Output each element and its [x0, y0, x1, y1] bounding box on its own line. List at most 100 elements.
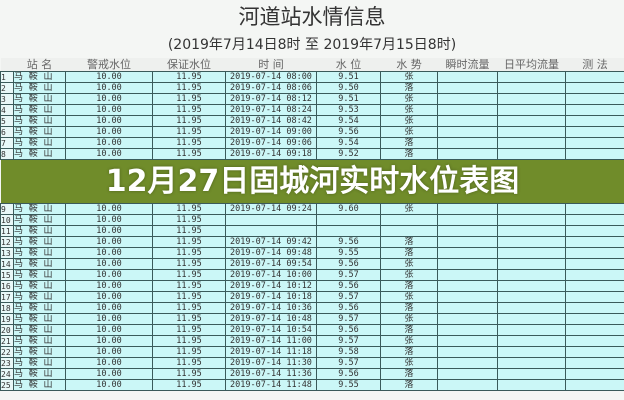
table-cell: 马 鞍 山	[13, 324, 66, 336]
table-cell	[497, 115, 566, 127]
table-cell: 11.95	[152, 291, 226, 303]
table-cell: 落	[380, 280, 438, 292]
table-cell: 落	[380, 137, 438, 149]
table-cell	[497, 93, 566, 105]
table-cell	[565, 258, 624, 270]
table-cell: 11.95	[152, 104, 226, 116]
table-cell	[437, 236, 498, 248]
table-cell	[437, 225, 498, 237]
table-cell: 10.00	[65, 247, 153, 259]
table-cell	[565, 247, 624, 259]
table-cell: 11.95	[152, 148, 226, 160]
table-cell	[316, 225, 381, 237]
table-cell: 张	[380, 93, 438, 105]
table-cell	[497, 104, 566, 116]
table-cell: 11.95	[152, 82, 226, 94]
table-cell: 张	[380, 291, 438, 303]
table-cell: 马 鞍 山	[13, 379, 66, 391]
table-cell: 11.95	[152, 236, 226, 248]
table-cell: 11.95	[152, 324, 226, 336]
table-cell: 11.95	[152, 357, 226, 369]
table-cell: 马 鞍 山	[13, 313, 66, 325]
table-cell: 落	[380, 368, 438, 380]
column-header: 水 位	[316, 58, 381, 72]
table-cell: 11.95	[152, 368, 226, 380]
table-cell: 马 鞍 山	[13, 346, 66, 358]
table-cell: 10.00	[65, 115, 153, 127]
table-cell: 马 鞍 山	[13, 225, 66, 237]
table-cell	[437, 214, 498, 226]
table-cell: 马 鞍 山	[13, 236, 66, 248]
table-row: 23 马 鞍 山 10.00 11.95 2019-07-14 11:30 9.57 张	[0, 357, 624, 369]
overlay-banner-cell: 12月27日固城河实时水位表图	[0, 159, 624, 204]
table-cell: 22	[0, 346, 14, 358]
table-cell	[437, 104, 498, 116]
table-cell: 9.57	[316, 313, 381, 325]
table-cell: 2019-07-14 11:48	[225, 379, 317, 391]
table-cell	[497, 313, 566, 325]
table-cell	[565, 269, 624, 281]
table-cell: 2019-07-14 09:00	[225, 126, 317, 138]
table-cell: 9.57	[316, 357, 381, 369]
table-cell: 10.00	[65, 357, 153, 369]
table-cell	[497, 379, 566, 391]
table-cell	[437, 324, 498, 336]
table-cell: 2019-07-14 08:06	[225, 82, 317, 94]
table-cell	[437, 126, 498, 138]
table-cell	[497, 346, 566, 358]
table-cell	[497, 126, 566, 138]
table-cell	[437, 269, 498, 281]
table-cell: 10.00	[65, 269, 153, 281]
table-cell	[437, 203, 498, 215]
table-cell: 马 鞍 山	[13, 247, 66, 259]
table-cell	[225, 225, 317, 237]
table-row: 21 马 鞍 山 10.00 11.95 2019-07-14 11:00 9.57 张	[0, 335, 624, 347]
table-cell: 张	[380, 335, 438, 347]
table-cell	[565, 357, 624, 369]
table-cell: 2019-07-14 11:18	[225, 346, 317, 358]
table-cell	[565, 324, 624, 336]
table-cell: 11.95	[152, 346, 226, 358]
table-cell: 2019-07-14 10:54	[225, 324, 317, 336]
table-cell: 10.00	[65, 137, 153, 149]
table-cell	[565, 71, 624, 83]
table-cell	[565, 93, 624, 105]
table-cell: 2019-07-14 08:12	[225, 93, 317, 105]
table-cell	[437, 291, 498, 303]
table-cell: 9.58	[316, 346, 381, 358]
table-cell	[497, 236, 566, 248]
table-cell: 马 鞍 山	[13, 115, 66, 127]
table-cell	[497, 137, 566, 149]
table-cell	[565, 148, 624, 160]
table-cell: 2019-07-14 11:30	[225, 357, 317, 369]
table-row: 17 马 鞍 山 10.00 11.95 2019-07-14 10:18 9.57 张	[0, 291, 624, 303]
column-header: 测 法	[565, 58, 624, 72]
table-cell: 张	[380, 126, 438, 138]
table-cell: 11.95	[152, 214, 226, 226]
table-cell: 落	[380, 302, 438, 314]
table-cell	[565, 214, 624, 226]
table-cell: 2019-07-14 10:18	[225, 291, 317, 303]
table-cell: 10.00	[65, 82, 153, 94]
table-cell: 马 鞍 山	[13, 368, 66, 380]
table-cell: 10.00	[65, 258, 153, 270]
table-cell	[565, 368, 624, 380]
table-cell	[565, 137, 624, 149]
table-cell	[497, 357, 566, 369]
overlay-banner: 12月27日固城河实时水位表图	[0, 159, 624, 204]
table-cell: 6	[0, 126, 14, 138]
table-cell: 5	[0, 115, 14, 127]
table-cell: 张	[380, 357, 438, 369]
table-cell: 8	[0, 148, 14, 160]
table-cell	[437, 148, 498, 160]
table-cell: 9.57	[316, 269, 381, 281]
date-range-subtitle: (2019年7月14日8时 至 2019年7月15日8时)	[167, 37, 457, 53]
table-cell: 9.51	[316, 71, 381, 83]
table-cell	[497, 258, 566, 270]
table-cell	[437, 93, 498, 105]
table-cell: 马 鞍 山	[13, 291, 66, 303]
table-cell: 2019-07-14 08:00	[225, 71, 317, 83]
table-cell: 2019-07-14 09:54	[225, 258, 317, 270]
table-cell: 9.50	[316, 82, 381, 94]
table-cell: 10.00	[65, 225, 153, 237]
